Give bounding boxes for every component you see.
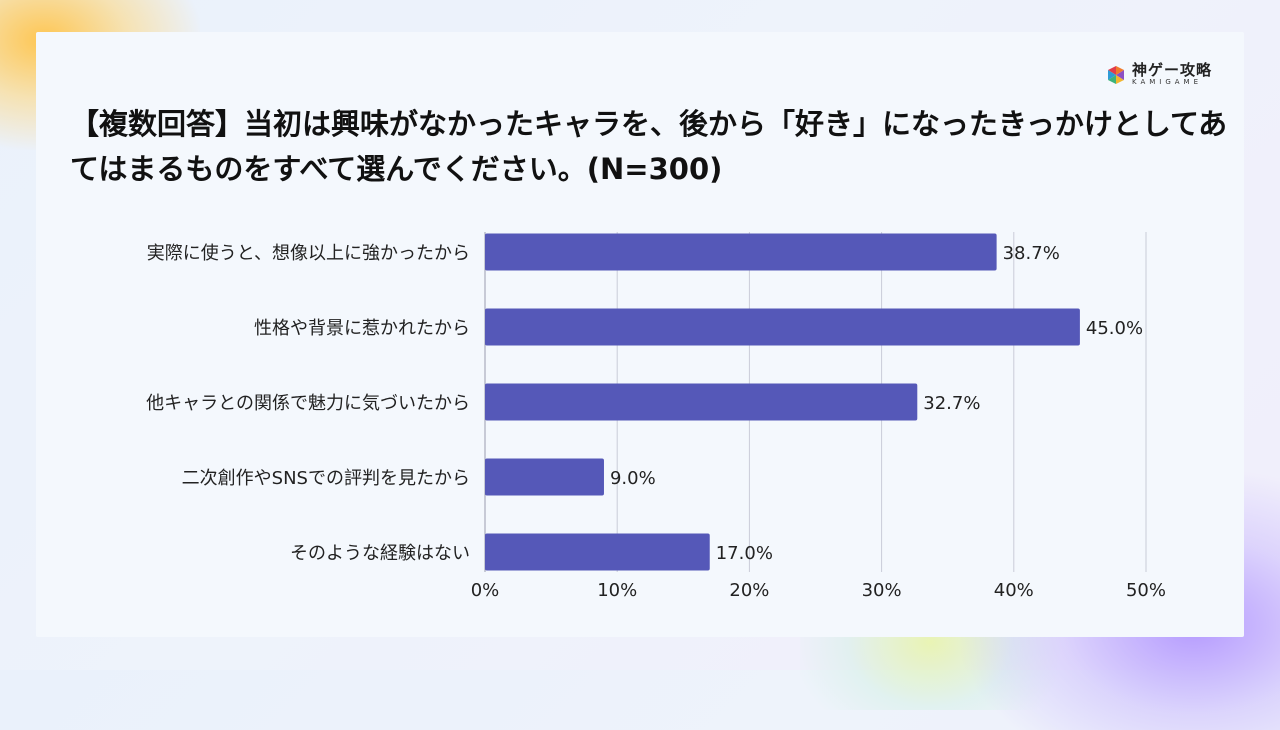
bar [485, 233, 997, 271]
value-label: 38.7% [1003, 243, 1060, 264]
category-label: 性格や背景に惹かれたから [254, 318, 470, 339]
category-label: そのような経験はない [290, 543, 470, 564]
value-label: 9.0% [610, 468, 656, 489]
x-tick-label: 10% [597, 580, 637, 601]
x-tick-label: 20% [729, 580, 769, 601]
brand-logo-icon [1107, 65, 1124, 84]
x-tick-label: 40% [994, 580, 1034, 601]
brand-name: 神ゲー攻略 [1131, 61, 1212, 79]
brand-logo: 神ゲー攻略 KAMIGAME [1106, 62, 1212, 87]
value-label: 45.0% [1086, 318, 1143, 339]
value-label: 32.7% [923, 393, 980, 414]
bar [485, 308, 1080, 346]
labels: 0% 10% 20% 30% 40% 50% 実際に使うと、想像以上に強かったから 38.7%… [146, 243, 1166, 601]
bar-chart: 0% 10% 20% 30% 40% 50% 実際に使うと、想像以上に強かったから 38.7%… [146, 232, 1166, 601]
brand-subtitle: KAMIGAME [1131, 78, 1203, 86]
value-label: 17.0% [716, 543, 773, 564]
bar [485, 533, 710, 571]
category-label: 二次創作やSNSでの評判を見たから [182, 468, 470, 489]
bar [485, 383, 918, 421]
chart-title: 【複数回答】当初は興味がなかったキャラを、後から「好き」になったきっかけとしてあ… [70, 107, 1228, 186]
category-label: 実際に使うと、想像以上に強かったから [147, 243, 470, 264]
x-tick-label: 0% [471, 580, 500, 601]
x-tick-label: 30% [862, 580, 902, 601]
category-label: 他キャラとの関係で魅力に気づいたから [146, 393, 470, 414]
bar [485, 458, 604, 496]
x-tick-label: 50% [1126, 580, 1166, 601]
bars [485, 233, 1080, 571]
